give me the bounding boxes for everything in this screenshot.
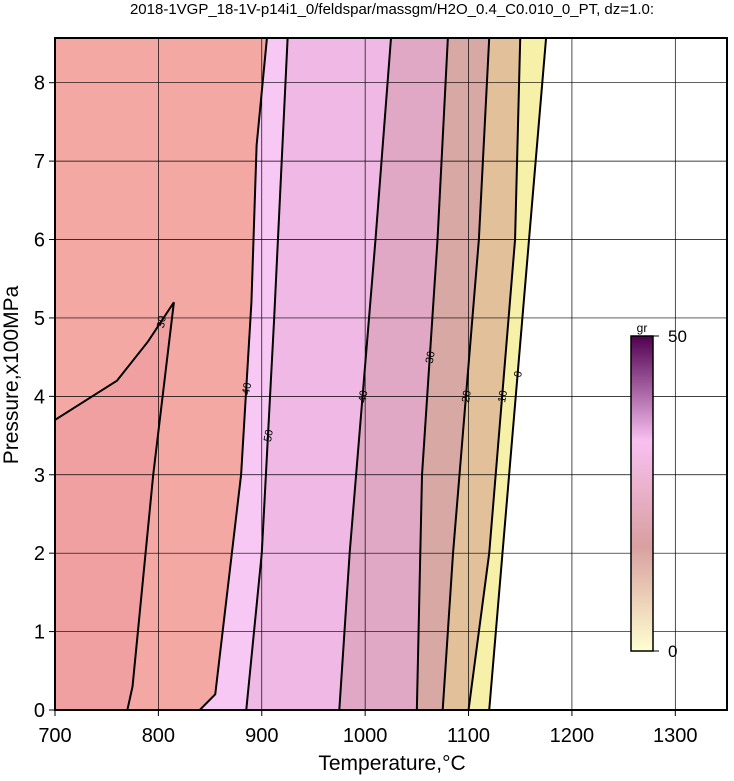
plot-frame — [54, 37, 728, 711]
x-tick-label: 800 — [142, 725, 175, 747]
contour-label: 30 — [155, 315, 169, 329]
x-axis-label: Temperature,°C — [318, 752, 465, 775]
contour-label: 0 — [512, 370, 525, 378]
x-tick-label: 1100 — [447, 725, 490, 747]
y-axis-label: Pressure,x100MPa — [0, 285, 23, 464]
chart-title: 2018-1VGP_18-1V-p14i1_0/feldspar/massgm/… — [130, 1, 654, 18]
x-tick-label: 700 — [38, 725, 71, 747]
y-tick-label: 1 — [34, 622, 45, 644]
x-tick-label: 1200 — [550, 725, 595, 747]
contour-line — [55, 301, 175, 710]
y-tick-label: 3 — [34, 465, 45, 487]
contour-line — [488, 38, 548, 710]
contour-line — [415, 38, 449, 710]
colorbar-label: gr — [637, 321, 648, 335]
contour-fill — [55, 302, 174, 710]
x-tick-label: 1300 — [653, 725, 698, 747]
y-tick-label: 6 — [34, 230, 45, 252]
x-tick-label: 1000 — [343, 725, 388, 747]
contour-label: 40 — [240, 382, 254, 396]
y-tick-label: 5 — [34, 308, 45, 330]
y-tick-label: 4 — [34, 386, 45, 408]
contour-line — [199, 38, 268, 710]
y-tick-label: 7 — [34, 151, 45, 173]
y-tick-label: 0 — [34, 700, 45, 722]
colorbar — [630, 335, 654, 652]
contour-label: 30 — [424, 350, 438, 364]
contour-label: 50 — [262, 429, 276, 443]
x-tick-label: 900 — [245, 725, 278, 747]
y-tick-label: 8 — [34, 73, 45, 95]
colorbar-tick-label: 0 — [668, 642, 677, 661]
y-tick-label: 2 — [34, 543, 45, 565]
colorbar-tick-label: 50 — [668, 327, 687, 346]
